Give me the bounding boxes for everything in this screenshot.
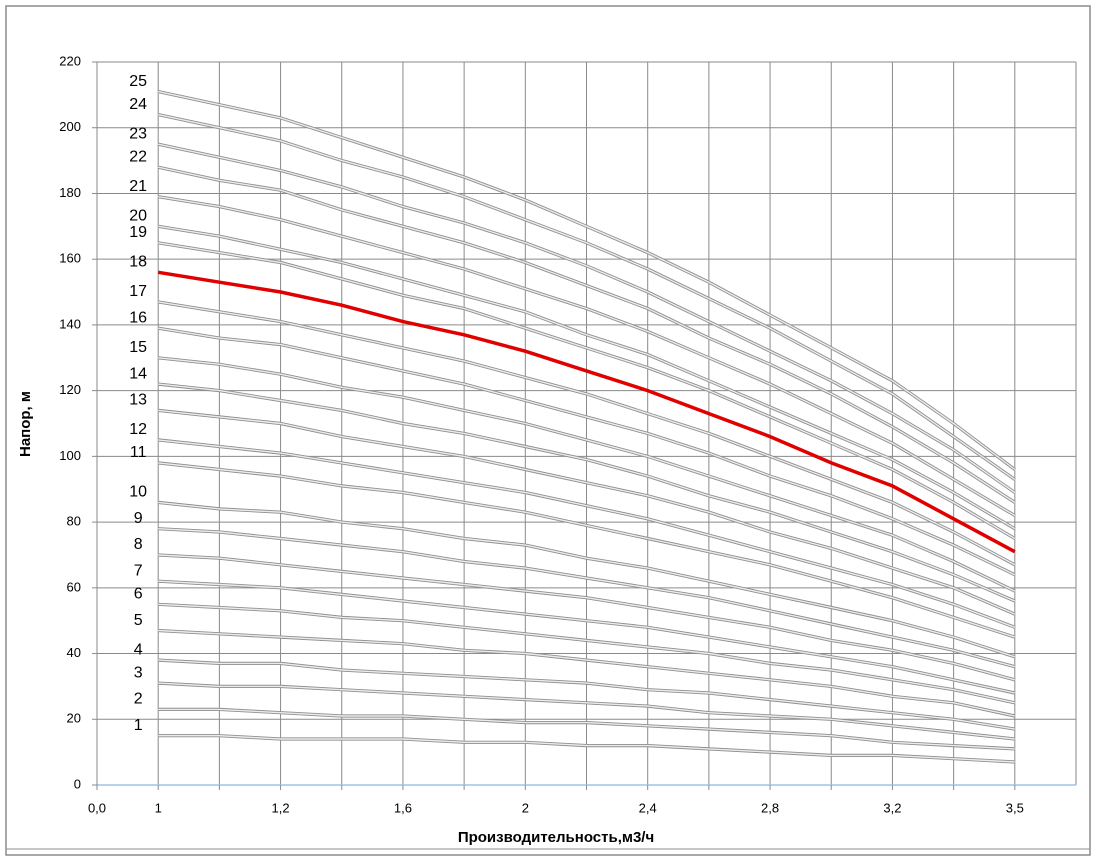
series-label: 12 [129, 421, 147, 438]
series-label: 15 [129, 339, 147, 356]
series-label: 23 [129, 125, 147, 142]
series-label: 14 [129, 365, 147, 382]
series-line [158, 196, 1016, 517]
series-line [158, 357, 1016, 592]
x-tick-label: 3,5 [1006, 800, 1024, 815]
series-line [158, 327, 1016, 576]
series-label: 10 [129, 484, 147, 501]
series-label: 22 [129, 148, 147, 165]
series-line [158, 166, 1016, 503]
y-tick-label: 100 [59, 448, 81, 463]
series-line [158, 143, 1016, 494]
y-tick-label: 20 [67, 711, 81, 726]
series-label: 13 [129, 392, 147, 409]
x-tick-label: 1 [155, 800, 162, 815]
y-tick-label: 140 [59, 316, 81, 331]
series-label: 20 [129, 208, 147, 225]
series-label: 2 [134, 691, 143, 708]
series-line [158, 682, 1015, 740]
series-label: 4 [134, 641, 143, 658]
series-line [157, 270, 1016, 554]
x-axis-title: Производительность,м3/ч [458, 829, 654, 846]
series-label: 21 [129, 178, 147, 195]
series-label: 25 [129, 73, 147, 90]
series-line [158, 409, 1016, 615]
y-axis-title: Напор, м [17, 391, 34, 457]
series-line [158, 383, 1016, 602]
series-line [158, 554, 1015, 681]
x-tick-label: 3,2 [883, 800, 901, 815]
y-tick-label: 200 [59, 119, 81, 134]
series-line [158, 629, 1015, 717]
series-line [158, 225, 1016, 530]
y-tick-label: 160 [59, 251, 81, 266]
series-label: 24 [129, 96, 147, 113]
series-label: 8 [134, 536, 143, 553]
series-line [158, 462, 1016, 638]
series-line [158, 528, 1015, 668]
series-line [158, 735, 1015, 763]
series-label: 5 [134, 612, 143, 629]
y-tick-label: 180 [59, 185, 81, 200]
x-tick-label: 2,8 [761, 800, 779, 815]
x-tick-label: 2,4 [639, 800, 657, 815]
series-line [158, 439, 1016, 628]
series-label: 1 [134, 717, 143, 734]
x-tick-label: 0,0 [88, 800, 106, 815]
x-tick-label: 1,2 [272, 800, 290, 815]
series-line [158, 708, 1015, 750]
series-label: 16 [129, 309, 147, 326]
y-tick-label: 60 [67, 579, 81, 594]
series-line [158, 659, 1015, 730]
y-tick-label: 0 [74, 776, 81, 791]
series-label: 6 [134, 585, 143, 602]
series-line [158, 501, 1016, 658]
y-tick-label: 220 [59, 53, 81, 68]
series-line [158, 580, 1015, 694]
series-label: 19 [129, 224, 147, 241]
y-tick-label: 120 [59, 382, 81, 397]
series-line [158, 242, 1016, 540]
series-label: 11 [130, 444, 147, 461]
series-label: 7 [134, 562, 143, 579]
series-line [158, 301, 1016, 566]
x-tick-label: 1,6 [394, 800, 412, 815]
series-label: 3 [134, 664, 143, 681]
series-line [158, 90, 1016, 471]
series-label: 9 [134, 510, 143, 527]
series-label: 17 [129, 283, 147, 300]
series-line [158, 603, 1015, 704]
y-tick-label: 40 [67, 645, 81, 660]
series-line [158, 113, 1016, 480]
x-tick-label: 2 [522, 800, 529, 815]
series-label: 18 [129, 254, 147, 271]
y-tick-label: 80 [67, 514, 81, 529]
